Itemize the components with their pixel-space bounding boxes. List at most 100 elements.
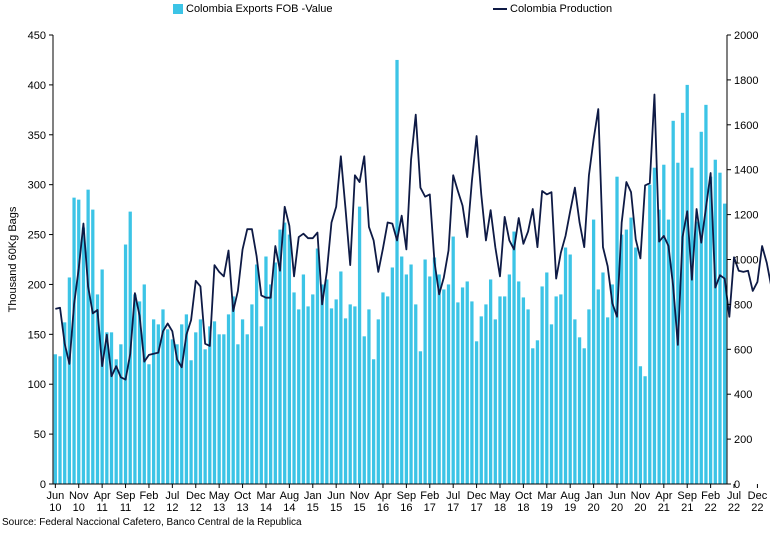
exports-bar [236,344,240,484]
exports-bar [226,314,231,484]
x-tick-month: Sep [116,490,136,502]
exports-bar [297,309,301,484]
exports-bar [133,294,137,484]
x-tick-year: 21 [681,502,693,514]
x-tick-year: 10 [49,502,61,514]
right-tick-label: 400 [734,389,752,401]
exports-bar [151,319,156,484]
legend-item-production: Colombia Production [493,3,612,15]
exports-bar [329,308,334,484]
x-tick-month: Feb [701,490,720,502]
exports-bar [409,264,413,484]
exports-bar [643,376,647,484]
exports-bar [273,262,277,484]
right-tick-label: 1600 [734,120,758,132]
exports-bar [208,326,212,484]
x-tick-month: Oct [515,490,532,502]
exports-bar [390,267,394,484]
x-tick-year: 21 [658,502,670,514]
x-tick-year: 10 [73,502,85,514]
exports-bar [498,296,502,484]
exports-bar [488,279,493,484]
exports-bar [119,344,123,484]
exports-bar [217,334,221,484]
exports-bar [573,319,577,484]
exports-bar [404,274,409,484]
exports-bar [451,236,455,484]
left-tick-label: 300 [28,180,46,192]
left-tick-label: 450 [28,30,46,42]
exports-bar [170,339,174,484]
exports-bar [283,222,287,484]
x-tick-month: Mar [537,490,556,502]
exports-bar [456,302,460,484]
x-tick-month: Dec [748,490,768,502]
exports-bar [147,364,151,484]
exports-bar [615,176,619,484]
exports-bar [568,254,572,484]
x-tick-month: Dec [186,490,206,502]
x-tick-year: 16 [400,502,412,514]
exports-bar [67,277,72,484]
x-tick-month: Sep [677,490,697,502]
exports-bar [685,84,689,484]
exports-bar [474,341,479,484]
exports-bar [470,301,474,484]
x-tick-month: Jun [608,490,626,502]
x-tick-year: 22 [704,502,716,514]
exports-bar [254,264,259,484]
x-tick-year: 17 [424,502,436,514]
right-tick-label: 0 [734,479,740,491]
x-tick-month: Jan [304,490,322,502]
exports-bar [245,334,249,484]
exports-bar [175,344,179,484]
exports-bar [676,162,680,484]
x-tick-month: Aug [280,490,300,502]
exports-bar [137,301,142,484]
legend-item-exports: Colombia Exports FOB -Value [173,3,333,15]
left-tick-label: 0 [40,479,46,491]
production-line [55,93,770,381]
exports-bar [503,296,507,484]
x-tick-year: 14 [283,502,295,514]
x-tick-year: 18 [494,502,506,514]
x-tick-year: 13 [236,502,248,514]
exports-bar [278,229,282,484]
x-tick-month: Jun [327,490,345,502]
exports-bar [423,259,427,484]
exports-bar [339,271,343,484]
x-tick-year: 15 [330,502,342,514]
x-tick-year: 15 [353,502,365,514]
exports-bar [231,296,235,484]
exports-bar [212,321,217,484]
left-tick-label: 250 [28,230,46,242]
exports-bar [166,329,170,484]
right-tick-label: 1800 [734,75,758,87]
x-tick-month: Jan [585,490,603,502]
exports-bar [517,281,521,484]
right-tick-label: 800 [734,299,752,311]
x-tick-month: Dec [467,490,487,502]
exports-bar [203,349,207,484]
exports-bar [465,281,469,484]
x-tick-year: 22 [751,502,763,514]
exports-bar [671,120,675,484]
exports-bar [269,284,273,484]
exports-bar [58,356,62,484]
x-tick-month: Apr [655,490,672,502]
exports-bar [587,309,591,484]
x-tick-month: Nov [69,490,89,502]
legend-swatch-production [493,8,507,10]
exports-bar [292,292,296,484]
exports-bar [353,306,357,484]
exports-bar [634,247,638,484]
x-tick-year: 13 [213,502,225,514]
exports-bar [577,337,582,484]
exports-bar [189,360,193,484]
x-tick-month: Aug [560,490,580,502]
exports-bar [105,332,109,484]
exports-bar [414,304,418,484]
exports-bar [606,317,610,484]
exports-bar [563,247,568,484]
exports-bar [648,184,652,485]
